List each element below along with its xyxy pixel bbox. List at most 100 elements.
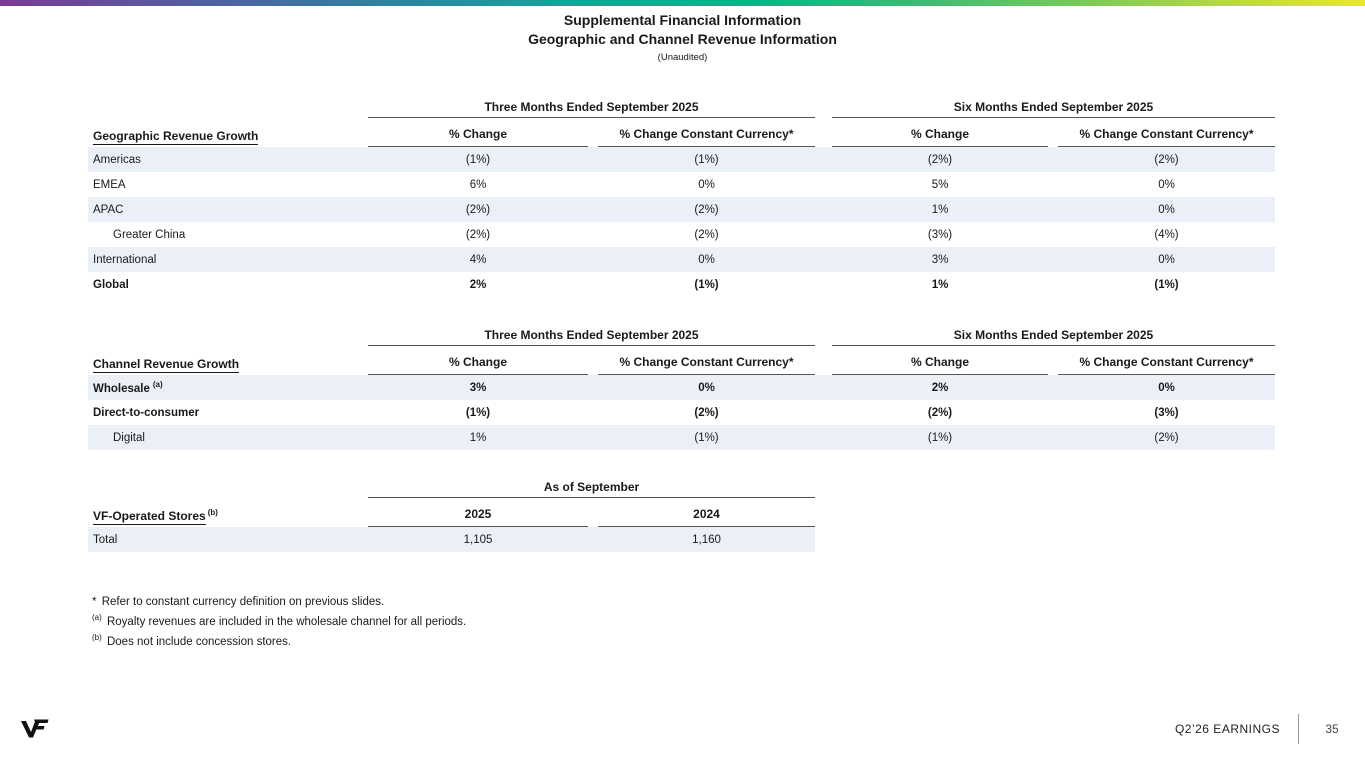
cell: 1% bbox=[931, 203, 949, 216]
cell: (2%) bbox=[694, 203, 719, 216]
cell: (2%) bbox=[465, 203, 491, 216]
cell: (1%) bbox=[465, 406, 491, 419]
cell: (1%) bbox=[927, 431, 953, 444]
vf-logo bbox=[20, 716, 52, 743]
cell: (1%) bbox=[694, 431, 719, 444]
footnote-text: Royalty revenues are included in the who… bbox=[106, 615, 467, 628]
footer: Q2’26 EARNINGS 35 bbox=[1175, 712, 1365, 746]
col-header: % Change bbox=[368, 127, 588, 147]
cell: 4% bbox=[469, 253, 487, 266]
page-number: 35 bbox=[1325, 722, 1339, 736]
table-heading-text: VF-Operated Stores bbox=[93, 509, 206, 525]
footnote-text: Does not include concession stores. bbox=[106, 635, 292, 648]
col-header: % Change Constant Currency* bbox=[598, 127, 815, 147]
footnote-ref-a: (a) bbox=[152, 380, 163, 390]
slide-title: Supplemental Financial Information bbox=[563, 12, 802, 28]
row-label: Direct-to-consumer bbox=[93, 406, 200, 419]
col-header: % Change Constant Currency* bbox=[1058, 355, 1275, 375]
column-header-row: Channel Revenue Growth % Change % Change… bbox=[88, 346, 1275, 375]
group-header-row: Three Months Ended September 2025 Six Mo… bbox=[88, 96, 1275, 118]
top-gradient-bar bbox=[0, 0, 1365, 6]
table-row-global: Global 2% (1%) 1% (1%) bbox=[88, 272, 1275, 297]
col-header-2024: 2024 bbox=[598, 507, 815, 527]
footer-deck-title: Q2’26 EARNINGS bbox=[1174, 722, 1280, 736]
row-label: APAC bbox=[93, 203, 124, 216]
col-header-2025: 2025 bbox=[368, 507, 588, 527]
table-heading: Geographic Revenue Growth bbox=[88, 129, 368, 147]
cell: (2%) bbox=[927, 153, 953, 166]
footnote-marker: (b) bbox=[92, 632, 102, 642]
cell: 1,160 bbox=[692, 533, 721, 546]
cell: (1%) bbox=[694, 278, 719, 291]
footnotes: * Refer to constant currency definition … bbox=[92, 594, 466, 650]
cell: 0% bbox=[1158, 381, 1175, 394]
row-label: Global bbox=[93, 278, 129, 291]
footnote-asterisk: * Refer to constant currency definition … bbox=[92, 594, 466, 610]
table-row-wholesale: Wholesale (a) 3% 0% 2% 0% bbox=[88, 375, 1275, 400]
table-row-total: Total 1,105 1,160 bbox=[88, 527, 815, 552]
cell: (4%) bbox=[1154, 228, 1179, 241]
cell: (1%) bbox=[465, 153, 491, 166]
cell: 6% bbox=[469, 178, 487, 191]
cell: 2% bbox=[469, 278, 487, 291]
slide-subtitle: Geographic and Channel Revenue Informati… bbox=[528, 31, 837, 47]
cell: 1,105 bbox=[463, 533, 493, 546]
col-header: % Change Constant Currency* bbox=[598, 355, 815, 375]
table-row-emea: EMEA 6% 0% 5% 0% bbox=[88, 172, 1275, 197]
cell: 0% bbox=[698, 178, 715, 191]
row-label: Wholesale (a) bbox=[88, 380, 368, 395]
footer-divider bbox=[1298, 714, 1299, 744]
cell: (3%) bbox=[1154, 406, 1179, 419]
cell: (2%) bbox=[465, 228, 491, 241]
cell: 5% bbox=[931, 178, 949, 191]
row-label: International bbox=[93, 253, 157, 266]
cell: (2%) bbox=[694, 406, 719, 419]
table-row-international: International 4% 0% 3% 0% bbox=[88, 247, 1275, 272]
col-header: % Change bbox=[368, 355, 588, 375]
cell: 1% bbox=[931, 278, 949, 291]
footnote-marker: * bbox=[92, 596, 97, 608]
stores-table: As of September VF-Operated Stores (b) 20… bbox=[88, 476, 815, 552]
table-row-apac: APAC (2%) (2%) 1% 0% bbox=[88, 197, 1275, 222]
table-row-direct-to-consumer: Direct-to-consumer (1%) (2%) (2%) (3%) bbox=[88, 400, 1275, 425]
column-header-row: VF-Operated Stores (b) 2025 2024 bbox=[88, 498, 815, 527]
row-label: Greater China bbox=[113, 228, 186, 241]
group-header-as-of-september: As of September bbox=[368, 476, 815, 498]
cell: (2%) bbox=[694, 228, 719, 241]
cell: 0% bbox=[698, 381, 715, 394]
group-header-three-months: Three Months Ended September 2025 bbox=[368, 96, 815, 118]
footnote-text: Refer to constant currency definition on… bbox=[101, 596, 385, 608]
geographic-revenue-table: Three Months Ended September 2025 Six Mo… bbox=[88, 96, 1275, 297]
table-heading: Channel Revenue Growth bbox=[88, 357, 368, 375]
cell: 0% bbox=[1158, 203, 1175, 216]
cell: (3%) bbox=[927, 228, 953, 241]
table-heading: VF-Operated Stores (b) bbox=[88, 508, 368, 527]
cell: 0% bbox=[1158, 178, 1175, 191]
cell: 0% bbox=[1158, 253, 1175, 266]
footnote-ref-b: (b) bbox=[207, 508, 218, 517]
footnote-b: (b) Does not include concession stores. bbox=[92, 630, 466, 650]
row-label: EMEA bbox=[93, 178, 126, 191]
title-block: Supplemental Financial Information Geogr… bbox=[0, 11, 1365, 64]
group-header-row: Three Months Ended September 2025 Six Mo… bbox=[88, 324, 1275, 346]
col-header: % Change bbox=[832, 355, 1048, 375]
cell: 2% bbox=[931, 381, 949, 394]
cell: (2%) bbox=[927, 406, 953, 419]
cell: 1% bbox=[469, 431, 487, 444]
cell: (2%) bbox=[1154, 153, 1179, 166]
table-row-americas: Americas (1%) (1%) (2%) (2%) bbox=[88, 147, 1275, 172]
channel-revenue-table: Three Months Ended September 2025 Six Mo… bbox=[88, 324, 1275, 450]
unaudited-note: (Unaudited) bbox=[657, 52, 708, 63]
row-label: Digital bbox=[113, 431, 145, 444]
group-header-six-months: Six Months Ended September 2025 bbox=[832, 96, 1275, 118]
column-header-row: Geographic Revenue Growth % Change % Cha… bbox=[88, 118, 1275, 147]
cell: (2%) bbox=[1154, 431, 1179, 444]
col-header: % Change bbox=[832, 127, 1048, 147]
cell: 0% bbox=[698, 253, 715, 266]
table-heading-text: Geographic Revenue Growth bbox=[93, 129, 259, 145]
table-row-greater-china: Greater China (2%) (2%) (3%) (4%) bbox=[88, 222, 1275, 247]
table-row-digital: Digital 1% (1%) (1%) (2%) bbox=[88, 425, 1275, 450]
footnote-a: (a) Royalty revenues are included in the… bbox=[92, 610, 466, 630]
group-header-row: As of September bbox=[88, 476, 815, 498]
